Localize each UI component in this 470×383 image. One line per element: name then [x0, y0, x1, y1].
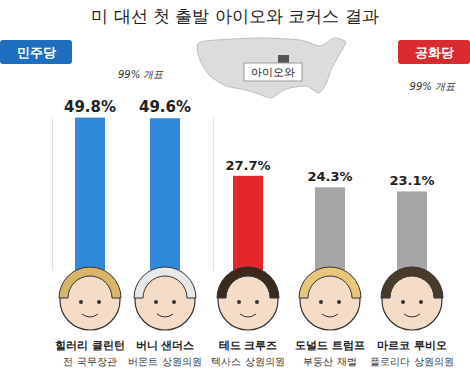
- map-highlight: [278, 55, 289, 63]
- map-label: 아이오와: [251, 66, 295, 79]
- panel-subtitle: 99% 개표: [118, 69, 164, 80]
- portrait-hair: [299, 267, 361, 298]
- portrait-eye: [237, 300, 241, 304]
- bar: [150, 118, 180, 270]
- panel-subtitle: 99% 개표: [410, 81, 456, 92]
- x-tick-label: 마르코 루비오: [377, 339, 447, 352]
- bar: [315, 187, 345, 270]
- map-outline: [197, 38, 346, 98]
- portrait-mouth: [322, 314, 338, 317]
- portrait-eye: [172, 300, 176, 304]
- y-axis-line: [213, 118, 214, 271]
- panel: 민주당 99% 개표 49.8% 49.6% 힐러리 클린턴 버니 샌더스전 국무장관 버몬…: [0, 40, 202, 367]
- bars: [75, 118, 180, 270]
- portrait-eye: [154, 300, 158, 304]
- description: 부동산 재벌: [303, 356, 356, 367]
- description: 텍사스 상원의원: [211, 356, 284, 367]
- portrait-eye: [97, 300, 101, 304]
- data-label: 27.7%: [225, 158, 270, 173]
- map-label-box: [244, 63, 302, 81]
- description: 플로리다 상원의원: [370, 356, 453, 367]
- portrait-mouth: [157, 314, 173, 317]
- bar: [233, 176, 263, 270]
- portrait-eye: [419, 300, 423, 304]
- portrait-hair: [59, 267, 121, 298]
- x-tick-label: 도널드 트럼프: [295, 339, 365, 352]
- data-label: 49.6%: [139, 98, 191, 116]
- portrait-mouth: [240, 314, 256, 317]
- data-label: 49.8%: [64, 98, 116, 116]
- panel: 공화당 99% 개표 27.7% 24.3% 23.1% 테드 크루즈 도널드 트럼프 마르코…: [211, 40, 470, 367]
- portrait-hair: [217, 267, 279, 298]
- x-tick-label: 힐러리 클린턴: [55, 339, 125, 352]
- x-tick-label: 테드 크루즈: [219, 339, 278, 352]
- bars: [233, 176, 427, 270]
- portrait-eye: [319, 300, 323, 304]
- portrait-hair: [381, 267, 443, 298]
- description: 전 국무장관: [63, 356, 116, 367]
- y-axis-line: [52, 118, 53, 271]
- data-label: 24.3%: [307, 169, 352, 184]
- chart-root: 미 대선 첫 출발 아이오와 코커스 결과아이오와 민주당 99% 개표 49.8% 4…: [0, 0, 470, 383]
- portrait-eye: [79, 300, 83, 304]
- panel-title: 공화당: [415, 45, 454, 60]
- x-tick-label: 버니 샌더스: [136, 339, 195, 352]
- portrait-mouth: [82, 314, 98, 317]
- data-label: 23.1%: [389, 173, 434, 188]
- y-axis: [52, 118, 53, 271]
- bar: [397, 191, 427, 270]
- party-badge: [0, 40, 72, 64]
- description: 버몬트 상원의원: [128, 356, 201, 367]
- portrait-mouth: [404, 314, 420, 317]
- party-badge: [398, 40, 470, 64]
- portrait-eye: [337, 300, 341, 304]
- portrait-hair: [134, 267, 196, 298]
- title: 미 대선 첫 출발 아이오와 코커스 결과: [91, 6, 378, 26]
- y-axis: [213, 118, 214, 271]
- bar: [75, 118, 105, 270]
- panel-title: 민주당: [17, 45, 56, 60]
- portrait-eye: [401, 300, 405, 304]
- portrait-eye: [255, 300, 259, 304]
